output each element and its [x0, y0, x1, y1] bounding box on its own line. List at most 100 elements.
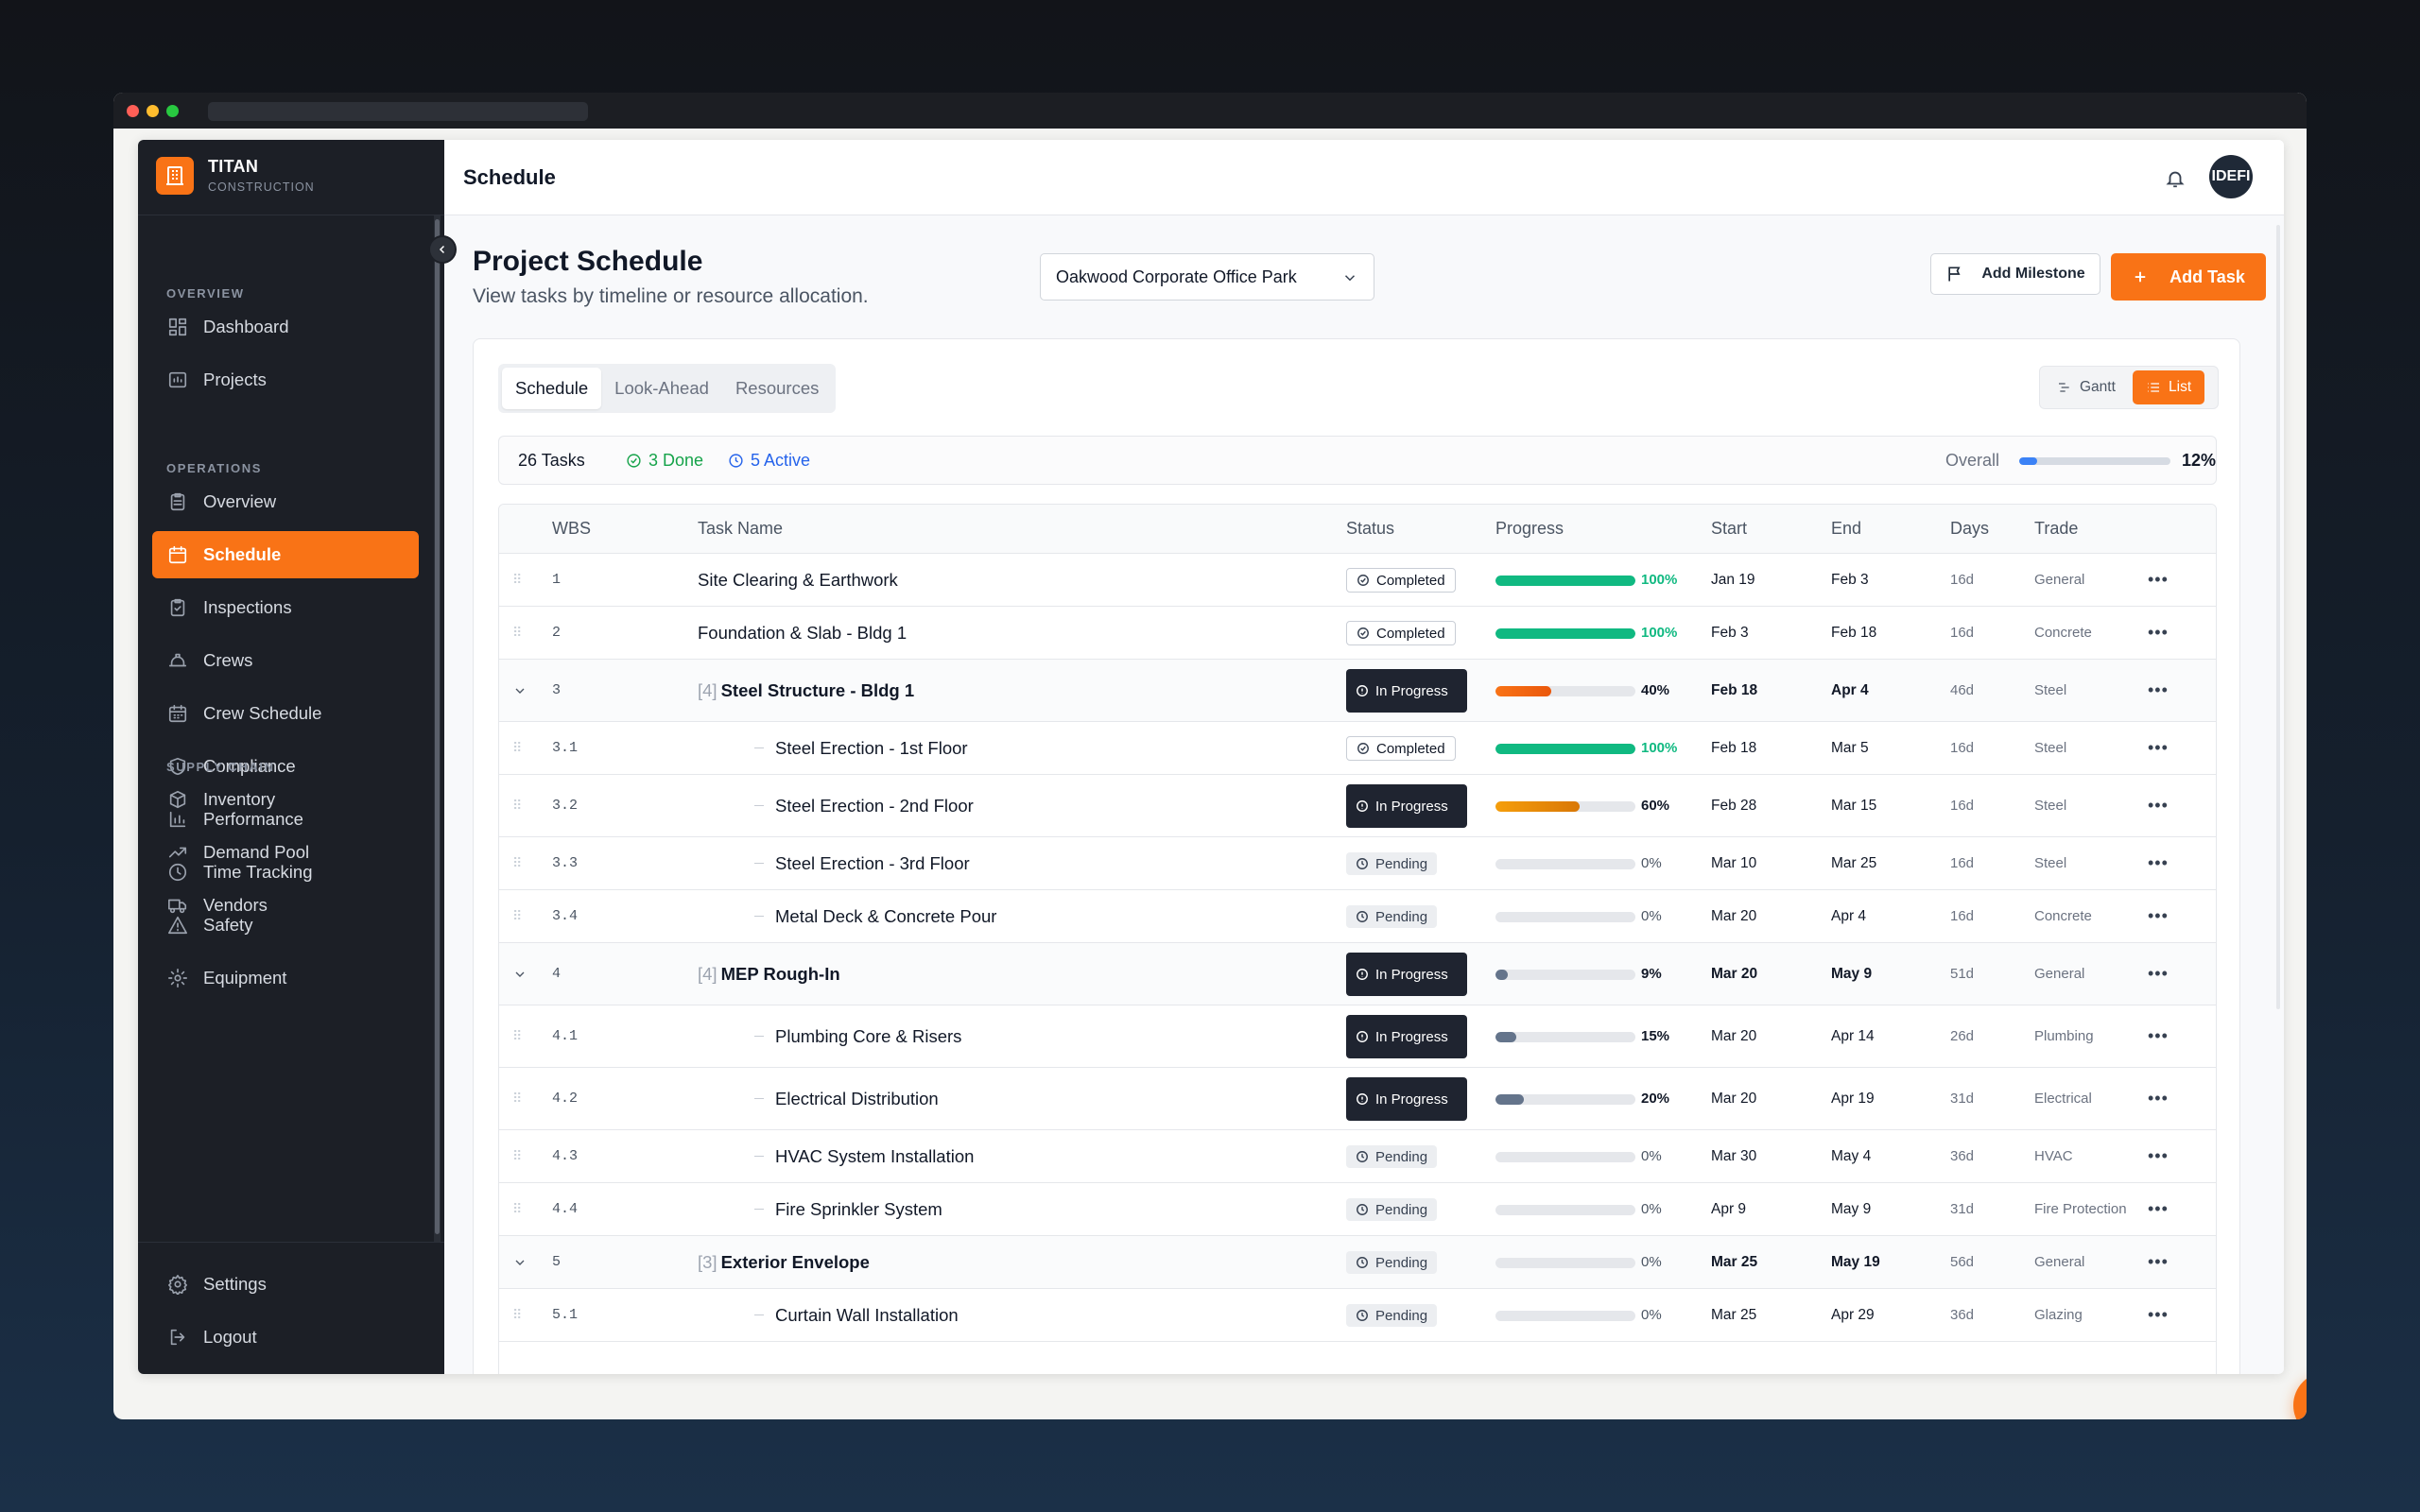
col-wbs[interactable]: WBS — [552, 519, 592, 538]
tab-resources[interactable]: Resources — [735, 378, 820, 398]
collapse-sidebar-button[interactable] — [428, 235, 457, 264]
more-options-icon[interactable]: ••• — [2148, 1089, 2169, 1108]
project-select[interactable]: Oakwood Corporate Office Park — [1040, 253, 1374, 301]
expand-chevron-icon[interactable] — [512, 943, 527, 1005]
task-name-cell[interactable]: Plumbing Core & Risers — [754, 1005, 961, 1067]
drag-handle-icon[interactable]: ⠿ — [512, 740, 523, 755]
drag-handle-icon[interactable]: ⠿ — [512, 855, 523, 870]
task-name-cell[interactable]: Foundation & Slab - Bldg 1 — [698, 607, 907, 659]
gantt-view-button[interactable]: Gantt — [2044, 370, 2129, 404]
col-status[interactable]: Status — [1346, 519, 1395, 538]
sidebar-item-equipment[interactable]: Equipment — [152, 954, 419, 1002]
table-row[interactable]: ⠿ 3.1 Steel Erection - 1st Floor Completed 1… — [499, 722, 2216, 775]
table-row[interactable]: 3 [4] Steel Structure - Bldg 1 In Progress 4… — [499, 660, 2216, 722]
drag-handle-icon[interactable]: ⠿ — [512, 1028, 523, 1043]
col-trade[interactable]: Trade — [2034, 519, 2079, 538]
col-task-name[interactable]: Task Name — [698, 519, 784, 538]
table-row[interactable]: ⠿ 3.4 Metal Deck & Concrete Pour Pending 0% M… — [499, 890, 2216, 943]
more-options-icon[interactable]: ••• — [2148, 1146, 2169, 1165]
task-name-cell[interactable]: Fire Sprinkler System — [754, 1183, 942, 1235]
more-options-icon[interactable]: ••• — [2148, 796, 2169, 815]
expand-chevron-icon[interactable] — [512, 660, 527, 721]
sidebar-item-demand-pool[interactable]: Demand Pool — [152, 829, 419, 876]
user-avatar[interactable]: IDEFI — [2209, 155, 2253, 198]
task-name-cell[interactable]: Steel Erection - 2nd Floor — [754, 775, 974, 836]
task-name-cell[interactable]: Curtain Wall Installation — [754, 1289, 959, 1341]
sidebar-item-performance[interactable]: Performance — [152, 796, 419, 843]
more-options-icon[interactable]: ••• — [2148, 570, 2169, 589]
more-options-icon[interactable]: ••• — [2148, 964, 2169, 983]
address-bar[interactable] — [208, 102, 588, 121]
more-options-icon[interactable]: ••• — [2148, 1252, 2169, 1271]
table-row[interactable]: ⠿ 4.1 Plumbing Core & Risers In Progress 15%… — [499, 1005, 2216, 1068]
table-row[interactable]: ⠿ 4.2 Electrical Distribution In Progress 20… — [499, 1068, 2216, 1130]
sidebar-item-vendors[interactable]: Vendors — [152, 882, 419, 929]
drag-handle-icon[interactable]: ⠿ — [512, 1307, 523, 1322]
more-options-icon[interactable]: ••• — [2148, 853, 2169, 872]
table-row[interactable]: 5 [3] Exterior Envelope Pending 0% Mar 25 May … — [499, 1236, 2216, 1289]
task-name-cell[interactable]: Electrical Distribution — [754, 1068, 939, 1129]
sidebar-item-schedule[interactable]: Schedule — [152, 531, 419, 578]
tab-look-ahead[interactable]: Look-Ahead — [614, 378, 709, 398]
col-end[interactable]: End — [1831, 519, 1862, 538]
more-options-icon[interactable]: ••• — [2148, 1199, 2169, 1218]
table-row[interactable]: ⠿ 5.1 Curtain Wall Installation Pending 0% Ma… — [499, 1289, 2216, 1342]
sidebar-item-crews[interactable]: Crews — [152, 637, 419, 684]
col-days[interactable]: Days — [1950, 519, 1990, 538]
table-row[interactable]: ⠿ 2 Foundation & Slab - Bldg 1 Completed 100… — [499, 607, 2216, 660]
sidebar-scroll-thumb[interactable] — [435, 219, 440, 1234]
sidebar-item-settings[interactable]: Settings — [152, 1261, 419, 1308]
task-name-cell[interactable]: Steel Erection - 3rd Floor — [754, 837, 970, 889]
notifications-bell-icon[interactable] — [2162, 165, 2188, 192]
close-window-button[interactable] — [127, 105, 139, 117]
more-options-icon[interactable]: ••• — [2148, 623, 2169, 642]
drag-handle-icon[interactable]: ⠿ — [512, 572, 523, 587]
sidebar-item-inspections[interactable]: Inspections — [152, 584, 419, 631]
table-row[interactable]: ⠿ 3.2 Steel Erection - 2nd Floor In Progres… — [499, 775, 2216, 837]
more-options-icon[interactable]: ••• — [2148, 1305, 2169, 1324]
tree-connector — [754, 1209, 764, 1210]
list-view-button[interactable]: List — [2133, 370, 2205, 404]
maximize-window-button[interactable] — [166, 105, 179, 117]
table-row[interactable]: ⠿ 3.3 Steel Erection - 3rd Floor Pending 0% M… — [499, 837, 2216, 890]
sidebar-item-crew-schedule[interactable]: Crew Schedule — [152, 690, 419, 737]
col-start[interactable]: Start — [1711, 519, 1748, 538]
more-options-icon[interactable]: ••• — [2148, 1026, 2169, 1045]
table-row[interactable]: 4 [4] MEP Rough-In In Progress 9% Mar 20 May 9… — [499, 943, 2216, 1005]
drag-handle-icon[interactable]: ⠿ — [512, 1148, 523, 1163]
minimize-window-button[interactable] — [147, 105, 159, 117]
more-options-icon[interactable]: ••• — [2148, 738, 2169, 757]
drag-handle-icon[interactable]: ⠿ — [512, 908, 523, 923]
sidebar-item-compliance[interactable]: Compliance — [152, 743, 419, 790]
table-row[interactable]: ⠿ 4.3 HVAC System Installation Pending 0% Mar… — [499, 1130, 2216, 1183]
task-name-cell[interactable]: [4] MEP Rough-In — [698, 943, 840, 1005]
sidebar-item-logout[interactable]: Logout — [152, 1314, 419, 1361]
add-milestone-button[interactable]: Add Milestone — [1930, 253, 2100, 295]
expand-chevron-icon[interactable] — [512, 1236, 527, 1288]
add-task-button[interactable]: Add Task — [2111, 253, 2266, 301]
drag-handle-icon[interactable]: ⠿ — [512, 1201, 523, 1216]
drag-handle-icon[interactable]: ⠿ — [512, 1091, 523, 1106]
task-name-cell[interactable]: Site Clearing & Earthwork — [698, 554, 898, 606]
main-scrollbar[interactable] — [2276, 225, 2280, 1009]
task-name-cell[interactable]: HVAC System Installation — [754, 1130, 974, 1182]
tab-schedule[interactable]: Schedule — [502, 368, 602, 409]
col-progress[interactable]: Progress — [1495, 519, 1564, 538]
drag-handle-icon[interactable]: ⠿ — [512, 625, 523, 640]
sidebar-item-inventory[interactable]: Inventory — [152, 776, 419, 823]
sidebar-item-time-tracking[interactable]: Time Tracking — [152, 849, 419, 896]
task-name-cell[interactable]: Steel Erection - 1st Floor — [754, 722, 968, 774]
table-row[interactable]: ⠿ 1 Site Clearing & Earthwork Completed 100%… — [499, 554, 2216, 607]
more-options-icon[interactable]: ••• — [2148, 906, 2169, 925]
more-options-icon[interactable]: ••• — [2148, 680, 2169, 699]
sidebar-item-overview[interactable]: Overview — [152, 478, 419, 525]
sidebar-item-safety[interactable]: Safety — [152, 902, 419, 949]
sidebar-item-dashboard[interactable]: Dashboard — [152, 303, 419, 351]
task-name-cell[interactable]: [3] Exterior Envelope — [698, 1236, 870, 1288]
task-name-cell[interactable]: [4] Steel Structure - Bldg 1 — [698, 660, 914, 721]
drag-handle-icon[interactable]: ⠿ — [512, 798, 523, 813]
table-row[interactable]: ⠿ 4.4 Fire Sprinkler System Pending 0% Apr 9 M… — [499, 1183, 2216, 1236]
task-name-cell[interactable]: Metal Deck & Concrete Pour — [754, 890, 996, 942]
sidebar-item-projects[interactable]: Projects — [152, 356, 419, 404]
floating-add-button[interactable] — [2293, 1372, 2307, 1419]
